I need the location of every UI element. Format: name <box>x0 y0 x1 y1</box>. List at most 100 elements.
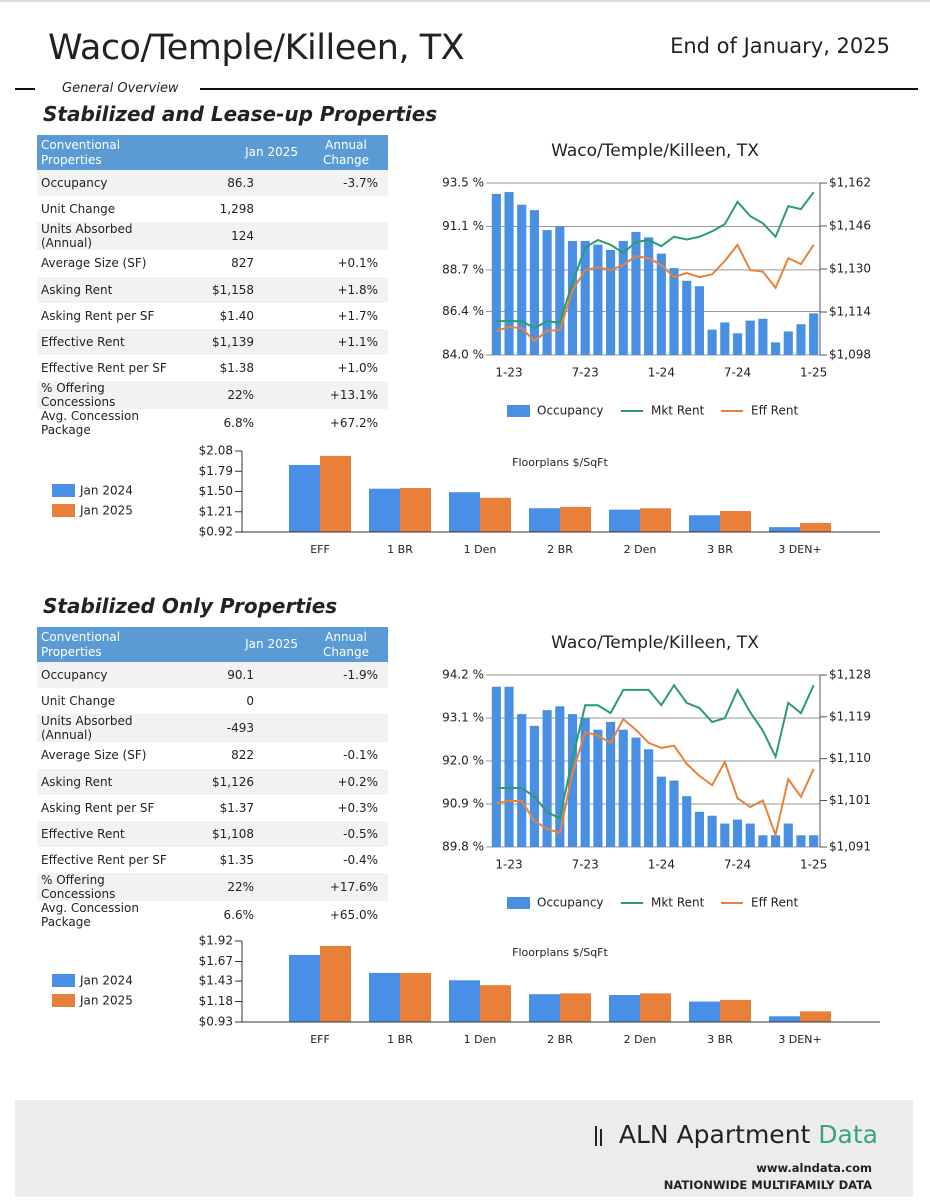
table-row: Average Size (SF) 827 +0.1% <box>37 250 388 276</box>
header-row: Conventional Properties Jan 2025 Annual Ch… <box>37 627 388 662</box>
legend-swatch <box>52 504 75 517</box>
bar <box>800 522 831 532</box>
legend-label: Jan 2025 <box>79 504 133 518</box>
x-tick-label: 3 DEN+ <box>778 543 821 556</box>
chart-title: Waco/Temple/Killeen, TX <box>551 141 759 161</box>
bar-chart: Floorplans $/SqFt $0.93 $1.18 $1.43 $1.67 $1.… <box>52 934 880 1046</box>
y-tick-label: $0.92 <box>199 525 233 539</box>
bar <box>560 506 591 532</box>
header-cell: Jan 2025 <box>180 135 304 170</box>
y-tick-label: $1.43 <box>199 974 233 988</box>
table-cell: $1.37 <box>219 800 254 815</box>
bar <box>656 776 666 847</box>
y-tick-label: 86.4 % <box>442 304 484 318</box>
bar <box>769 527 800 532</box>
bar <box>555 706 565 847</box>
bar <box>783 331 793 355</box>
y-tick-label: 94.2 % <box>442 668 484 682</box>
table-cell: +1.7% <box>337 308 378 323</box>
bar <box>682 280 692 355</box>
bar <box>707 329 717 355</box>
bar <box>567 240 578 355</box>
table-cell: Avg. Concession Package <box>41 409 139 438</box>
y2-tick-label: $1,128 <box>829 668 871 682</box>
bar <box>400 972 431 1022</box>
y-tick-label: $1.50 <box>199 484 233 498</box>
table-cell: Occupancy <box>37 170 180 197</box>
table-cell: Unit Change <box>41 202 116 217</box>
table-row: % Offering Concessions 22% +17.6% <box>37 873 388 902</box>
table-row: % Offering Concessions 22% +13.1% <box>37 381 388 410</box>
bar-chart: Floorplans $/SqFt $0.92 $1.21 $1.50 $1.79 $2.… <box>52 444 880 556</box>
table-cell: +1.1% <box>304 328 388 356</box>
chart-title: Waco/Temple/Killeen, TX <box>551 633 759 653</box>
y2-tick-label: $1,101 <box>829 793 871 807</box>
bar <box>783 823 793 847</box>
table-row: Avg. Concession Package 6.8% +67.2% <box>37 409 388 437</box>
table-cell: 22% <box>180 873 304 902</box>
table-cell: $1,126 <box>180 768 304 795</box>
bar <box>720 322 730 355</box>
website: www.alndata.com <box>756 1161 872 1175</box>
bar <box>732 819 743 847</box>
bar <box>289 464 320 532</box>
table-row: Average Size (SF) 822 -0.1% <box>37 742 388 768</box>
x-tick-label: 2 Den <box>624 543 657 556</box>
bar <box>529 994 560 1022</box>
bar <box>694 811 704 847</box>
table-cell: +1.0% <box>337 361 378 376</box>
legend-label: Mkt Rent <box>651 404 705 418</box>
bar <box>504 686 514 847</box>
brand: ALN Apartment Data <box>619 1120 878 1149</box>
bar <box>796 835 806 847</box>
table-cell: % Offering Concessions <box>37 873 180 902</box>
tagline: NATIONWIDE MULTIFAMILY DATA <box>663 1178 872 1192</box>
table-cell: -0.5% <box>304 820 388 848</box>
table-row: Units Absorbed (Annual) -493 <box>37 714 388 743</box>
header-cell: Conventional Properties <box>37 627 180 662</box>
y-tick-label: $2.08 <box>199 444 233 458</box>
table-cell: Units Absorbed (Annual) <box>37 222 180 251</box>
table-cell: -3.7% <box>304 170 388 197</box>
bar <box>289 954 320 1022</box>
table-cell: +0.3% <box>337 800 378 815</box>
y-tick-label: $1.67 <box>199 954 233 968</box>
bar <box>491 193 501 355</box>
bar <box>758 835 768 847</box>
x-tick-label: 1 Den <box>464 543 497 556</box>
line <box>496 717 815 839</box>
y2-tick-label: $1,114 <box>829 305 871 319</box>
bar <box>529 210 539 355</box>
x-tick-label: 3 BR <box>707 1033 733 1046</box>
bar <box>669 268 679 355</box>
x-tick-label: EFF <box>310 1033 330 1046</box>
table-cell: +13.1% <box>304 381 388 410</box>
bar <box>593 729 603 847</box>
table-row: Effective Rent $1,139 +1.1% <box>37 328 388 356</box>
line <box>496 191 815 330</box>
x-tick-label: 1-24 <box>648 366 675 380</box>
table-cell <box>304 688 388 714</box>
table-row: Avg. Concession Package 6.6% +65.0% <box>37 901 388 929</box>
x-tick-label: 7-23 <box>572 366 599 380</box>
table-row: Units Absorbed (Annual) 124 <box>37 222 388 251</box>
combo-chart: Waco/Temple/Killeen, TX 84.0 % 86.4 % 88.7 … <box>442 141 871 418</box>
x-tick-label: 1 BR <box>387 1033 413 1046</box>
bar <box>606 249 616 355</box>
brand-accent: Data <box>818 1120 878 1149</box>
bar <box>771 342 781 355</box>
y-tick-label: 91.1 % <box>442 219 484 233</box>
bar <box>593 244 603 355</box>
table-cell: -1.9% <box>304 662 388 689</box>
bar <box>449 492 480 532</box>
y-tick-label: 88.7 % <box>442 262 484 276</box>
bar <box>517 714 527 847</box>
bar <box>369 488 400 532</box>
table-cell: $1.38 <box>219 361 254 376</box>
table-cell: Asking Rent per SF <box>41 308 155 323</box>
y-tick-label: 92.0 % <box>442 754 484 768</box>
y2-tick-label: $1,119 <box>829 709 871 723</box>
table-cell: 0 <box>246 694 254 709</box>
bar <box>320 945 351 1022</box>
y-tick-label: $1.21 <box>199 504 233 518</box>
